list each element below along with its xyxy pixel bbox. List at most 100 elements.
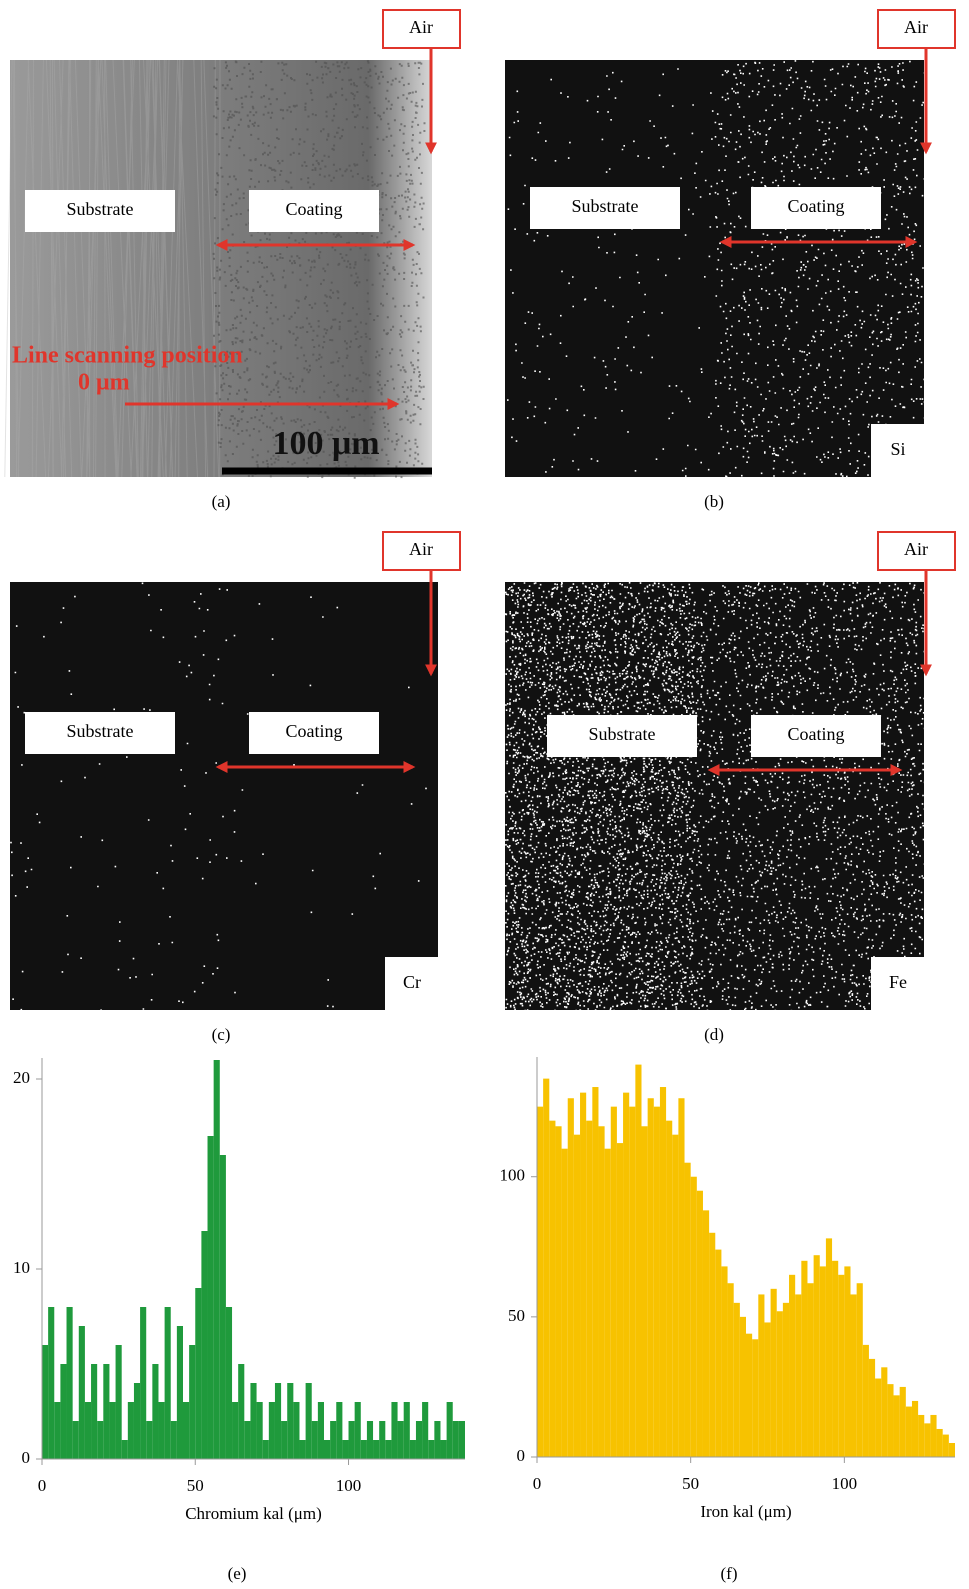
- bar: [691, 1177, 697, 1457]
- air-label: Air: [904, 539, 928, 559]
- bar: [342, 1440, 348, 1459]
- bar: [385, 1440, 391, 1459]
- bar: [410, 1440, 416, 1459]
- bar: [635, 1065, 641, 1457]
- bar: [807, 1283, 813, 1457]
- y-tick-label: 20: [13, 1068, 30, 1087]
- bar: [103, 1364, 109, 1459]
- bar: [801, 1261, 807, 1457]
- bar: [128, 1402, 134, 1459]
- bar: [562, 1149, 568, 1457]
- bar: [617, 1143, 623, 1457]
- map-image: [505, 582, 924, 1010]
- bar: [134, 1383, 140, 1459]
- bar: [752, 1339, 758, 1457]
- bar: [201, 1231, 207, 1459]
- bar: [97, 1421, 103, 1459]
- air-label: Air: [409, 17, 433, 37]
- bar: [379, 1421, 385, 1459]
- bar: [404, 1402, 410, 1459]
- bar: [146, 1421, 152, 1459]
- map-image: [505, 60, 924, 477]
- bar: [580, 1093, 586, 1457]
- bar: [171, 1421, 177, 1459]
- bar: [881, 1367, 887, 1457]
- bar: [232, 1402, 238, 1459]
- x-tick-label: 100: [336, 1476, 362, 1495]
- bar: [764, 1322, 770, 1457]
- element-label: Fe: [889, 972, 907, 992]
- figure: AirSubstrateCoating(a)Line scanning posi…: [0, 0, 969, 1589]
- panel-caption: (a): [212, 492, 231, 511]
- bar: [263, 1440, 269, 1459]
- bar: [826, 1238, 832, 1457]
- bar: [269, 1402, 275, 1459]
- bar: [367, 1421, 373, 1459]
- bar: [906, 1407, 912, 1457]
- coating-label: Coating: [788, 196, 845, 216]
- element-label: Si: [890, 439, 905, 459]
- air-label: Air: [904, 17, 928, 37]
- bar: [537, 1107, 543, 1457]
- bar: [220, 1155, 226, 1459]
- bar: [937, 1429, 943, 1457]
- bar: [814, 1255, 820, 1457]
- bar: [250, 1383, 256, 1459]
- bar: [924, 1423, 930, 1457]
- y-tick-label: 50: [508, 1306, 525, 1325]
- bar: [703, 1210, 709, 1457]
- bar: [851, 1294, 857, 1457]
- coating-label: Coating: [286, 721, 343, 741]
- bar: [844, 1266, 850, 1457]
- bar: [549, 1121, 555, 1457]
- bar: [930, 1415, 936, 1457]
- bar: [678, 1098, 684, 1457]
- bar: [660, 1087, 666, 1457]
- bar: [306, 1383, 312, 1459]
- bar: [85, 1402, 91, 1459]
- x-axis-label: Iron kal (μm): [700, 1502, 791, 1521]
- bar: [918, 1415, 924, 1457]
- bar: [434, 1421, 440, 1459]
- bar: [361, 1440, 367, 1459]
- bar: [214, 1060, 220, 1459]
- air-label: Air: [409, 539, 433, 559]
- bar: [857, 1283, 863, 1457]
- bar: [685, 1163, 691, 1457]
- x-tick-label: 50: [682, 1474, 699, 1493]
- bar: [543, 1079, 549, 1457]
- bar: [312, 1421, 318, 1459]
- bar: [832, 1261, 838, 1457]
- bar: [54, 1402, 60, 1459]
- panel-caption: (b): [704, 492, 724, 511]
- bar: [48, 1307, 54, 1459]
- bar: [183, 1402, 189, 1459]
- bar: [598, 1126, 604, 1457]
- y-tick-label: 0: [22, 1448, 31, 1467]
- bar: [912, 1401, 918, 1457]
- y-tick-label: 10: [13, 1258, 30, 1277]
- bar: [428, 1440, 434, 1459]
- bar: [758, 1294, 764, 1457]
- bar: [122, 1440, 128, 1459]
- bar: [355, 1402, 361, 1459]
- bar: [586, 1121, 592, 1457]
- substrate-label: Substrate: [67, 199, 134, 219]
- bar: [777, 1311, 783, 1457]
- bar: [666, 1121, 672, 1457]
- map-image: [10, 582, 438, 1010]
- bar: [422, 1402, 428, 1459]
- bar: [605, 1149, 611, 1457]
- bar: [60, 1364, 66, 1459]
- substrate-label: Substrate: [67, 721, 134, 741]
- panel-caption: (e): [228, 1564, 247, 1583]
- bar: [740, 1317, 746, 1457]
- bar: [900, 1387, 906, 1457]
- bar: [875, 1379, 881, 1457]
- bar: [165, 1307, 171, 1459]
- bar: [949, 1443, 955, 1457]
- bar: [568, 1098, 574, 1457]
- panel-caption: (c): [212, 1025, 231, 1044]
- bar: [697, 1191, 703, 1457]
- scale-label: 100 μm: [272, 425, 379, 462]
